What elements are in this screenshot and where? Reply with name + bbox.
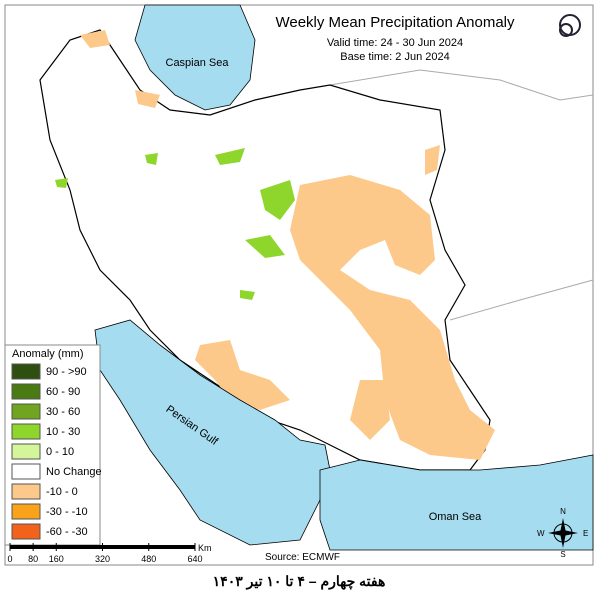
legend-label: 60 - 90	[46, 386, 80, 398]
footer: هفته چهارم – ۴ تا ۱۰ تیر ۱۴۰۳	[213, 573, 386, 590]
dry-anomaly	[80, 30, 495, 460]
wet-anomaly	[55, 148, 295, 300]
scale-tick-label: 480	[141, 554, 156, 564]
compass-w: W	[537, 529, 545, 538]
legend-label: -30 - -10	[46, 506, 88, 518]
sea-label: Caspian Sea	[166, 57, 230, 69]
valid-time: Valid time: 24 - 30 Jun 2024	[327, 37, 463, 49]
legend-label: -60 - -30	[46, 526, 88, 538]
scale-tick-label: 80	[28, 554, 38, 564]
legend-swatch	[11, 383, 41, 400]
scale-tick-label: 160	[49, 554, 64, 564]
scale-unit: Km	[198, 543, 212, 553]
border-lines	[329, 69, 594, 321]
legend-swatch	[11, 443, 41, 460]
scale-tick-label: 0	[7, 554, 12, 564]
legend-title: Anomaly (mm)	[12, 348, 84, 360]
legend-swatch	[11, 423, 41, 440]
legend-swatch	[11, 523, 41, 540]
scale-tick-label: 640	[187, 554, 202, 564]
sea-label: Oman Sea	[429, 511, 482, 523]
water-bodies	[94, 4, 594, 551]
scale-tick-label: 320	[95, 554, 110, 564]
compass: N E S W	[537, 507, 588, 559]
legend-label: 10 - 30	[46, 426, 80, 438]
legend-label: 0 - 10	[46, 446, 74, 458]
legend-label: No Change	[46, 466, 102, 478]
legend-swatch	[11, 363, 41, 380]
legend-swatch	[11, 403, 41, 420]
compass-s: S	[560, 550, 565, 559]
compass-e: E	[583, 529, 588, 538]
logo	[559, 14, 581, 37]
legend-label: 90 - >90	[46, 366, 87, 378]
legend-swatch	[11, 483, 41, 500]
source: Source: ECMWF	[265, 552, 340, 563]
legend-label: 30 - 60	[46, 406, 80, 418]
legend-swatch	[11, 463, 41, 480]
map-title: Weekly Mean Precipitation Anomaly	[275, 14, 515, 31]
compass-n: N	[560, 507, 566, 516]
legend-swatch	[11, 503, 41, 520]
legend-label: -10 - 0	[46, 486, 78, 498]
base-time: Base time: 2 Jun 2024	[340, 51, 449, 63]
legend: 90 - >90 60 - 90 30 - 60 10 - 30 0 - 10 No Ch…	[11, 363, 102, 540]
